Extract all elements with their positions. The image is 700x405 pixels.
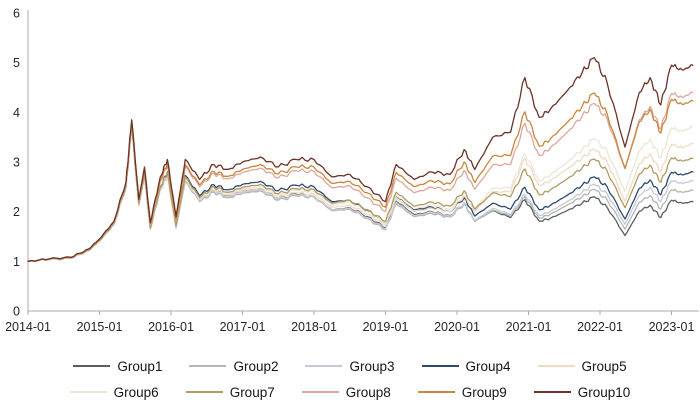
legend-line-swatch-icon [69,391,107,393]
series-line-group2 [27,126,694,262]
legend-line-swatch-icon [301,391,339,393]
legend-item-group7: Group7 [185,384,275,400]
x-tick-label-2017-01: 2017-01 [220,320,266,334]
legend-line-swatch-icon [189,365,227,367]
legend-label-group4: Group4 [465,358,511,374]
legend-item-group4: Group4 [421,358,511,374]
x-tick-label-2019-01: 2019-01 [363,320,409,334]
series-line-group1 [27,126,694,262]
x-tick-label-2023-01: 2023-01 [649,320,695,334]
legend-line-swatch-icon [417,391,455,393]
chart-canvas: 0 1 2 3 4 5 6 2014-01 2015-01 2016-01 2017-01 2018-… [5,7,699,334]
y-tick-label-1: 1 [13,255,20,269]
legend-item-group3: Group3 [305,358,395,374]
x-tick-label-2016-01: 2016-01 [148,320,194,334]
legend-item-group8: Group8 [301,384,391,400]
legend-row-2: Group6 Group7 Group8 Group9 Group10 [0,379,700,405]
legend-label-group1: Group1 [117,358,163,374]
legend-line-swatch-icon [533,391,571,393]
legend-item-group5: Group5 [537,358,627,374]
series-line-group5 [27,125,694,262]
legend-label-group6: Group6 [113,384,159,400]
chart-legend: Group1 Group2 Group3 Group4 Group5 Group6 Gro… [0,353,700,405]
x-tick-label-2022-01: 2022-01 [577,320,623,334]
legend-label-group7: Group7 [229,384,275,400]
legend-item-group6: Group6 [69,384,159,400]
legend-item-group9: Group9 [417,384,507,400]
x-tick-label-2015-01: 2015-01 [77,320,123,334]
legend-label-group8: Group8 [345,384,391,400]
x-tick-label-2018-01: 2018-01 [291,320,337,334]
legend-line-swatch-icon [421,365,459,367]
x-tick-label-2021-01: 2021-01 [506,320,552,334]
legend-item-group10: Group10 [533,384,631,400]
series-line-group9 [27,92,694,262]
y-tick-label-2: 2 [13,205,20,219]
series-line-group7 [27,125,694,262]
legend-item-group2: Group2 [189,359,278,374]
legend-label-group2: Group2 [233,358,279,374]
series-line-group10 [27,57,694,262]
y-tick-label-5: 5 [13,56,20,70]
legend-line-swatch-icon [185,391,223,393]
y-tick-label-3: 3 [13,156,20,170]
legend-label-group9: Group9 [461,384,507,400]
series-line-group4 [27,125,694,262]
legend-item-group1: Group1 [73,359,162,374]
y-tick-label-6: 6 [13,7,20,21]
legend-label-group5: Group5 [581,358,627,374]
legend-line-swatch-icon [73,365,111,367]
legend-line-swatch-icon [305,365,343,367]
x-tick-label-2020-01: 2020-01 [434,320,480,334]
legend-line-swatch-icon [537,365,575,367]
y-tick-label-4: 4 [13,106,20,120]
x-tick-label-2014-01: 2014-01 [5,320,51,334]
y-tick-label-0: 0 [13,305,20,319]
legend-label-group10: Group10 [577,384,631,400]
legend-row-1: Group1 Group2 Group3 Group4 Group5 [0,353,700,379]
series-line-group3 [27,126,694,262]
legend-label-group3: Group3 [349,358,395,374]
